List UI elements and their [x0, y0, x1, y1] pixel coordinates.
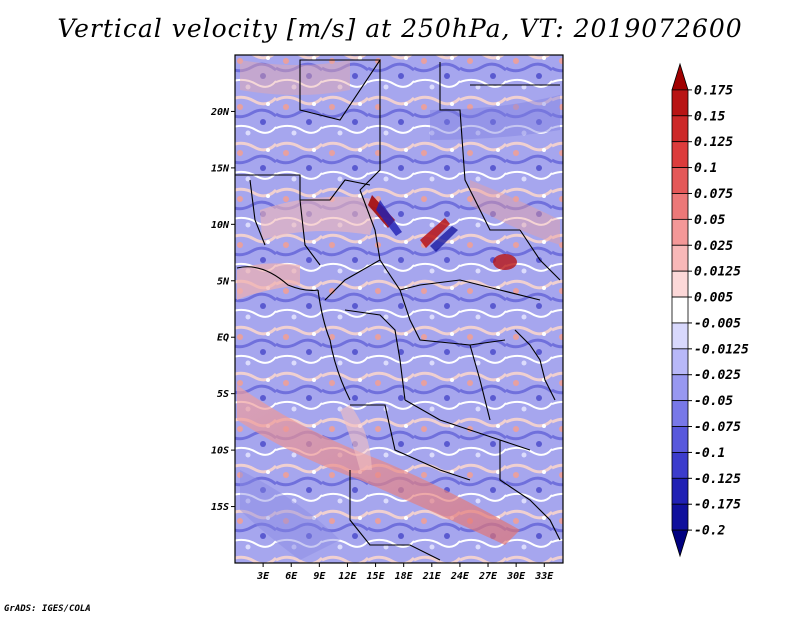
colorbar-label: -0.025	[694, 368, 741, 383]
lon-tick-label: 24E	[450, 571, 470, 582]
colorbar-swatch	[671, 89, 689, 117]
lon-tick-label: 30E	[506, 571, 526, 582]
map-frame	[234, 54, 564, 564]
colorbar-label: 0.15	[694, 109, 725, 124]
convective-core-1	[368, 195, 402, 236]
colorbar-swatch	[671, 322, 689, 350]
colorbar-swatch	[671, 348, 689, 376]
lon-tick-label: 18E	[395, 571, 414, 582]
colorbar-swatch	[671, 62, 689, 91]
colorbar-swatch	[671, 218, 689, 246]
colorbar-swatch	[671, 452, 689, 479]
lon-tick-label: 12E	[338, 571, 357, 582]
country-borders	[235, 59, 561, 561]
lat-tick-label: 20N	[210, 107, 230, 118]
colorbar-label: -0.0125	[694, 342, 749, 357]
convective-core-2	[420, 218, 458, 252]
lat-tick-label: 5S	[217, 389, 229, 400]
colorbar-label: -0.125	[694, 472, 741, 487]
colorbar-label: 0.005	[694, 291, 733, 306]
colorbar-label: -0.005	[694, 316, 741, 331]
colorbar-swatch	[671, 115, 689, 143]
lon-tick-label: 9E	[313, 571, 326, 582]
lon-tick-label: 21E	[422, 571, 442, 582]
colorbar-label: -0.175	[694, 498, 741, 513]
colorbar-label: -0.075	[694, 420, 741, 435]
colorbar-swatch	[671, 141, 689, 168]
lon-tick-label: 15E	[367, 571, 386, 582]
chart-title: Vertical velocity [m/s] at 250hPa, VT: 2…	[57, 14, 743, 43]
lon-tick-label: 33E	[534, 571, 554, 582]
colorbar-label: 0.1	[694, 161, 717, 176]
colorbar-swatch	[671, 503, 689, 531]
colorbar-swatch	[671, 529, 689, 558]
colorbar-swatch	[671, 400, 689, 427]
colorbar-swatch	[671, 244, 689, 272]
colorbar-swatch	[671, 193, 689, 220]
colorbar-label: 0.0125	[694, 265, 741, 280]
colorbar-swatch	[671, 167, 689, 194]
colorbar-label: -0.05	[694, 394, 733, 409]
colorbar-swatch	[671, 477, 689, 505]
colorbar-label: 0.075	[694, 187, 733, 202]
colorbar-label: 0.025	[694, 239, 733, 254]
longitude-axis: 3E 6E 9E 12E 15E 18E 21E 24E 27E 30E 33E	[256, 563, 554, 582]
lat-tick-label: 10S	[211, 446, 229, 457]
colorbar-swatch	[671, 296, 689, 324]
colorbar-label: 0.05	[694, 213, 725, 228]
lon-tick-label: 27E	[478, 571, 498, 582]
convective-core-3	[493, 254, 517, 270]
colorbar: 0.175 0.15 0.125 0.1 0.075 0.05 0.025 0.0125 0.0…	[671, 62, 749, 558]
lat-tick-label: 5N	[217, 276, 230, 287]
velocity-field	[235, 55, 563, 563]
colorbar-swatch	[671, 270, 689, 298]
lat-tick-label: 15S	[211, 502, 229, 513]
lat-tick-label: 15N	[211, 163, 230, 174]
colorbar-label: 0.125	[694, 135, 733, 150]
colorbar-label: -0.2	[694, 524, 725, 539]
colorbar-label: 0.175	[694, 83, 733, 98]
lon-tick-label: 3E	[256, 571, 270, 582]
colorbar-label: -0.1	[694, 446, 725, 461]
colorbar-swatch	[671, 426, 689, 453]
colorbar-swatch	[671, 374, 689, 402]
lat-tick-label: EQ	[217, 333, 229, 344]
credit-text: GrADS: IGES/COLA	[4, 604, 91, 614]
latitude-axis: 20N 15N 10N 5N EQ 5S 10S 15S	[210, 107, 235, 513]
lon-tick-label: 6E	[285, 571, 298, 582]
lat-tick-label: 10N	[211, 220, 230, 231]
